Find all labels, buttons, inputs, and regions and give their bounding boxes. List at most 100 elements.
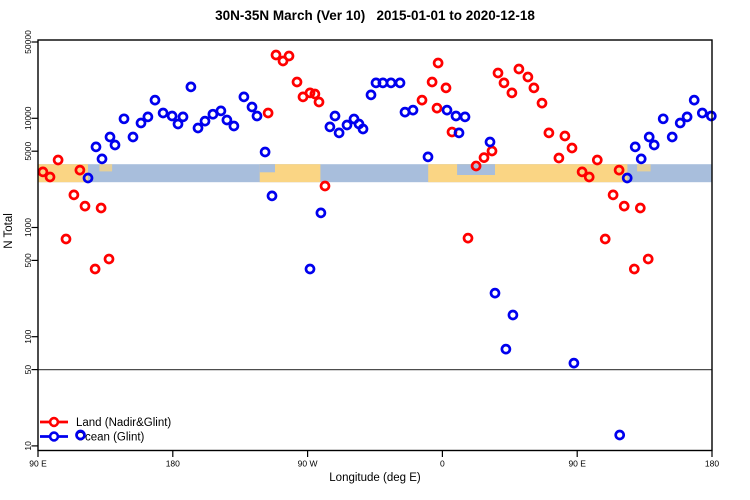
y-tick-label: 500 (23, 253, 33, 267)
data-point (313, 96, 325, 108)
data-point (441, 104, 453, 116)
y-tick-label: 5000 (23, 141, 33, 160)
legend: Land (Nadir&Glint) Ocean (Glint) (40, 416, 171, 444)
data-point (536, 97, 548, 109)
data-point (329, 110, 341, 122)
land-points (37, 49, 654, 275)
data-point (492, 67, 504, 79)
data-point (614, 429, 626, 441)
data-point (681, 111, 693, 123)
data-point (629, 141, 641, 153)
data-point (127, 131, 139, 143)
data-point (696, 107, 708, 119)
data-point (103, 253, 115, 265)
y-tick-label: 100 (23, 329, 33, 343)
data-point (422, 151, 434, 163)
data-point (44, 171, 56, 183)
x-tick-label: 90 E (568, 459, 586, 469)
data-point (500, 343, 512, 355)
data-point (277, 55, 289, 67)
data-point (324, 121, 336, 133)
data-point (157, 107, 169, 119)
data-point (172, 118, 184, 130)
land-ocean-strip (38, 164, 712, 183)
data-point (489, 287, 501, 299)
data-point (60, 233, 72, 245)
data-point (109, 139, 121, 151)
data-point (478, 152, 490, 163)
data-point (607, 189, 619, 201)
data-point (177, 111, 189, 123)
data-point (484, 136, 496, 148)
plot-border-box (37, 39, 713, 452)
data-point (221, 114, 233, 126)
data-point (486, 145, 498, 157)
y-tick-label: 50000 (23, 30, 33, 54)
data-point (506, 87, 518, 99)
data-point (453, 127, 465, 139)
y-tick-label: 1000 (23, 218, 33, 237)
data-point (657, 113, 669, 125)
data-point (357, 123, 369, 135)
data-point (319, 180, 331, 192)
data-point (431, 102, 443, 114)
data-point (568, 357, 580, 369)
data-point (228, 120, 240, 132)
data-point (618, 200, 630, 212)
data-point (522, 71, 534, 83)
x-axis-title: Longitude (deg E) (329, 472, 421, 484)
data-point (416, 94, 428, 106)
data-point (450, 110, 462, 122)
chart-title: 30N-35N March (Ver 10) 2015-01-01 to 202… (215, 8, 535, 23)
data-point (118, 113, 130, 125)
data-point (674, 117, 686, 129)
data-point (553, 152, 565, 164)
data-point (96, 153, 108, 165)
data-point (262, 107, 274, 119)
data-point (407, 104, 419, 116)
data-point (385, 77, 397, 89)
x-tick-label: 180 (705, 459, 719, 469)
data-point (149, 94, 161, 106)
y-tick-label: 50 (23, 365, 33, 375)
data-point (498, 77, 510, 89)
data-point (643, 131, 655, 143)
y-tick-label: 10000 (23, 106, 33, 130)
data-point (583, 171, 595, 183)
data-point (528, 82, 540, 94)
data-point (304, 263, 316, 275)
legend-marker-circle (48, 431, 60, 442)
y-axis-ticks: 10 50 100 500 1000 5000 10000 50000 (23, 30, 38, 451)
data-point (642, 253, 654, 265)
data-point (666, 131, 678, 143)
data-point (199, 115, 211, 127)
data-point (394, 77, 406, 89)
data-point (246, 101, 258, 113)
data-point (309, 88, 321, 100)
y-tick-label: 10 (23, 441, 33, 451)
data-point (90, 141, 102, 153)
data-point (634, 202, 646, 214)
legend-label: Land (Nadir&Glint) (76, 417, 171, 429)
data-point (688, 94, 700, 106)
data-point (628, 263, 640, 275)
data-point (432, 57, 444, 69)
x-tick-label: 0 (440, 459, 445, 469)
data-point (192, 122, 204, 134)
data-point (591, 154, 603, 166)
data-point (559, 130, 571, 142)
data-point (270, 49, 282, 61)
data-point (576, 166, 588, 178)
data-point (635, 153, 647, 165)
data-point (513, 63, 525, 75)
data-point (462, 232, 474, 244)
data-point (104, 131, 116, 143)
data-point (459, 111, 471, 123)
data-point (283, 50, 295, 62)
x-tick-label: 180 (166, 459, 180, 469)
data-point (37, 166, 49, 178)
ocean-notch (259, 164, 275, 173)
